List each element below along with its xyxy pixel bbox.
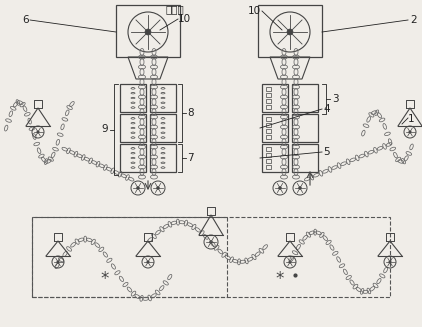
Circle shape: [157, 187, 160, 189]
Circle shape: [287, 29, 293, 35]
Bar: [266, 135, 271, 139]
Bar: [292, 84, 318, 112]
Text: *: *: [276, 270, 284, 288]
Text: 3: 3: [332, 94, 338, 104]
Bar: [262, 144, 288, 172]
Bar: [150, 144, 176, 172]
Circle shape: [409, 131, 411, 133]
Bar: [292, 144, 318, 172]
Bar: [258, 5, 322, 57]
Circle shape: [57, 261, 59, 263]
Bar: [120, 144, 146, 172]
Bar: [266, 129, 271, 133]
Text: 7: 7: [187, 153, 194, 163]
Bar: [266, 159, 271, 163]
Circle shape: [279, 187, 281, 189]
Bar: [120, 114, 146, 142]
Circle shape: [389, 261, 391, 263]
Circle shape: [299, 187, 301, 189]
Bar: [150, 84, 176, 112]
Circle shape: [137, 187, 139, 189]
Bar: [266, 147, 271, 151]
Circle shape: [37, 131, 39, 133]
Bar: [266, 117, 271, 121]
Bar: [262, 84, 288, 112]
Bar: [116, 5, 180, 57]
Text: 5: 5: [323, 147, 330, 157]
Circle shape: [145, 29, 151, 35]
Text: *: *: [101, 270, 109, 288]
Bar: [32, 217, 227, 297]
Bar: [292, 114, 318, 142]
Text: 10: 10: [248, 6, 261, 16]
Bar: [266, 123, 271, 127]
Text: 10: 10: [178, 14, 191, 24]
Bar: [266, 153, 271, 157]
Bar: [266, 165, 271, 169]
Bar: [32, 217, 390, 297]
Text: 8: 8: [187, 108, 194, 118]
Text: 4: 4: [323, 104, 330, 114]
Text: 6: 6: [22, 15, 29, 25]
Bar: [266, 105, 271, 109]
Bar: [266, 99, 271, 103]
Text: 1: 1: [408, 114, 415, 124]
Text: 2: 2: [410, 15, 417, 25]
Circle shape: [289, 261, 291, 263]
Text: 9: 9: [101, 125, 108, 134]
Bar: [266, 93, 271, 97]
Circle shape: [210, 241, 212, 243]
Bar: [120, 84, 146, 112]
Bar: [262, 114, 288, 142]
Bar: [150, 114, 176, 142]
Bar: [266, 87, 271, 91]
Circle shape: [147, 261, 149, 263]
Text: 回火炉: 回火炉: [165, 4, 184, 14]
